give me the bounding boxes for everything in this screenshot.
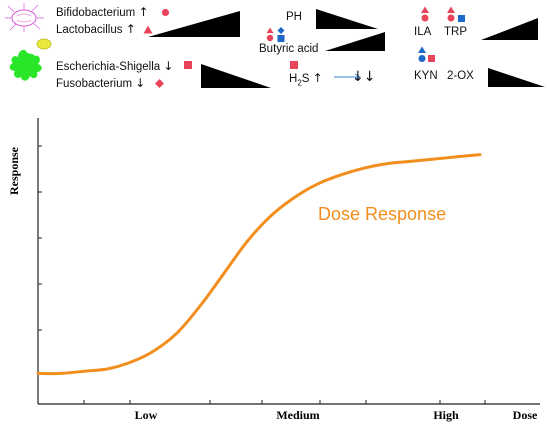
x-tick-label: Medium [276,408,319,422]
increasing-wedge-icon [325,32,385,51]
up-arrow-icon: ↑ [138,5,149,19]
pink-bacterium-icon [5,3,44,32]
red-square-marker-icon [184,61,192,69]
legend-row-escherichia: Escherichia-Shigella ↓ [56,59,173,73]
x-tick-label: Low [135,408,158,422]
blue-arrow-icon [334,73,361,81]
red-circle-marker-icon [161,8,170,17]
dose-response-curve [36,153,482,376]
marker-group-icon [266,27,285,42]
decreasing-wedge-icon [488,68,545,87]
chart-axes [37,118,540,405]
up-arrow-icon: ↑ [125,22,136,36]
h2s-subscript: 2 [297,78,302,88]
down-arrows-icon: ↓↓ [352,69,376,85]
h2s-label: H [289,73,298,85]
chart-ticks: Low Medium High [38,145,486,422]
x-tick-label: High [433,408,459,422]
ila-label: ILA [414,26,432,38]
bacteria-cluster-icon [5,3,52,50]
legend-row-fusobacterium: Fusobacterium ↓ [56,76,145,90]
marker-group-icon [447,6,465,22]
fusobacterium-label: Fusobacterium [56,78,133,90]
x-axis-label: Dose [513,408,538,422]
decreasing-wedge-icon [201,64,271,88]
lactobacillus-label: Lactobacillus [56,24,123,36]
red-diamond-marker-icon [155,79,164,88]
marker-group-icon [421,6,429,22]
2-ox-label: 2-OX [447,70,474,82]
increasing-wedge-icon [148,11,240,37]
green-bacterium-icon [9,49,42,81]
legend-row-lactobacillus: Lactobacillus ↑ [56,22,136,36]
dose-response-chart: Low Medium High Dose Response Response Dos… [7,118,540,422]
increasing-wedge-icon [481,18,538,40]
kyn-label: KYN [414,70,438,82]
down-arrow-icon: ↓ [135,76,146,90]
ph-label: PH [286,11,302,23]
marker-group-icon [418,46,435,62]
down-arrow-icon: ↓ [163,59,174,73]
red-square-marker-icon [290,61,298,69]
h2s-suffix: S [301,73,310,85]
butyric-acid-label: Butyric acid [259,43,319,55]
curve-annotation: Dose Response [318,204,446,224]
legend-row-bifidobacterium: Bifidobacterium ↑ [56,5,149,19]
y-axis-label: Response [7,146,21,195]
bifidobacterium-label: Bifidobacterium [56,7,136,19]
h2s-row: H2S ↑ [289,71,323,87]
trp-label: TRP [444,26,467,38]
red-triangle-marker-icon [143,25,153,34]
escherichia-label: Escherichia-Shigella [56,61,161,73]
up-arrow-icon: ↑ [312,71,323,85]
decreasing-wedge-icon [316,9,378,29]
yellow-bacterium-icon [36,38,52,50]
